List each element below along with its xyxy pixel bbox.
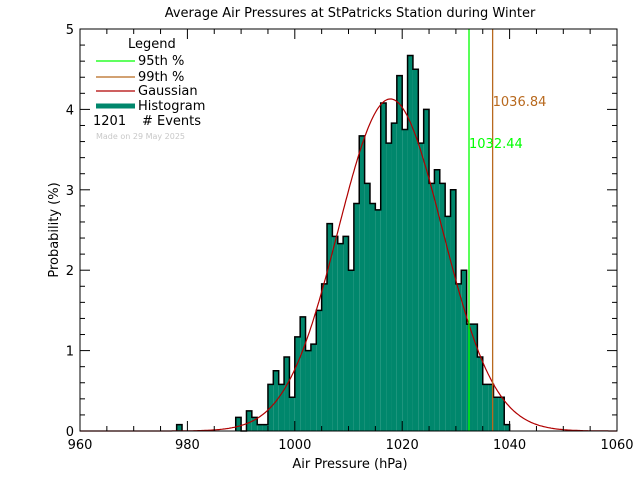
histogram-bar: [369, 203, 376, 431]
y-axis-label: Probability (%): [47, 182, 62, 277]
histogram-bar: [498, 397, 505, 431]
histogram-bar: [380, 102, 387, 431]
histogram-bar: [375, 209, 381, 431]
legend-label-histogram: Histogram: [138, 99, 205, 114]
histogram-bar: [504, 424, 510, 431]
histogram-bar: [337, 243, 344, 431]
histogram: [176, 55, 510, 432]
histogram-bar: [235, 417, 242, 431]
legend: Legend 95th % 99th % Gaussian Histogram …: [93, 37, 205, 141]
histogram-bar: [300, 316, 306, 431]
histogram-bar: [262, 424, 268, 431]
y-tick-label: 2: [66, 264, 74, 279]
histogram-bar: [461, 270, 467, 431]
histogram-bar: [305, 350, 311, 431]
histogram-outline: [175, 54, 511, 432]
histogram-bar: [359, 135, 365, 431]
histogram-bar: [294, 336, 301, 431]
x-tick-label: 1040: [493, 438, 526, 453]
histogram-bar: [257, 424, 263, 431]
x-tick-label: 980: [175, 438, 200, 453]
histogram-bar: [391, 123, 397, 432]
histogram-bar: [488, 384, 494, 431]
y-tick-label: 3: [66, 184, 74, 199]
histogram-bar: [477, 357, 483, 431]
y-tick-label: 0: [66, 425, 74, 440]
y-tick-label: 4: [66, 103, 74, 118]
histogram-bar: [353, 203, 360, 431]
made-on-note: Made on 29 May 2025: [96, 132, 185, 141]
histogram-bar: [278, 384, 285, 431]
x-tick-label: 1060: [600, 438, 633, 453]
histogram-bar: [316, 310, 322, 431]
legend-title: Legend: [128, 37, 176, 52]
histogram-bar: [450, 189, 456, 431]
y-tick-label: 1: [66, 345, 74, 360]
x-axis-label: Air Pressure (hPa): [292, 457, 407, 472]
histogram-bar: [246, 410, 252, 431]
histogram-bar: [176, 424, 183, 431]
histogram-bar: [472, 324, 478, 431]
histogram-bar: [434, 169, 440, 431]
histogram-bar: [332, 236, 338, 431]
chart-title: Average Air Pressures at StPatricks Stat…: [165, 6, 536, 21]
histogram-bar: [310, 344, 317, 431]
event-count: 1201: [93, 114, 126, 129]
x-tick-label: 960: [68, 438, 93, 453]
histogram-bar: [402, 129, 408, 431]
histogram-bar: [418, 143, 424, 431]
y-tick-labels: 0 1 2 3 4 5: [66, 23, 74, 440]
histogram-bar: [407, 55, 413, 431]
histogram-bar: [439, 183, 446, 431]
histogram-bar: [493, 397, 499, 431]
percentile-95-label: 1032.44: [469, 137, 523, 152]
x-tick-label: 1020: [386, 438, 419, 453]
axis-ticks: [79, 28, 618, 432]
legend-label-99th: 99th %: [138, 70, 184, 85]
histogram-bar: [429, 183, 435, 431]
histogram-bar: [348, 270, 354, 431]
histogram-bar: [412, 69, 419, 431]
y-tick-label: 5: [66, 23, 74, 38]
x-tick-labels: 960 980 1000 1020 1040 1060: [68, 438, 634, 453]
histogram-bar: [445, 216, 451, 431]
histogram-bar: [386, 143, 392, 431]
histogram-bar: [455, 283, 462, 431]
histogram-bar: [423, 109, 430, 432]
histogram-bar: [343, 236, 349, 431]
histogram-bar: [396, 75, 403, 431]
percentile-99-label: 1036.84: [493, 95, 547, 110]
x-tick-label: 1000: [278, 438, 311, 453]
histogram-bar: [482, 384, 489, 431]
histogram-bar: [364, 183, 370, 431]
event-count-label: # Events: [142, 114, 201, 129]
legend-label-95th: 95th %: [138, 54, 184, 69]
histogram-bar: [321, 283, 328, 431]
histogram-bar: [251, 417, 258, 431]
histogram-bar: [289, 397, 295, 431]
histogram-bar: [327, 223, 333, 431]
legend-label-gaussian: Gaussian: [138, 84, 198, 99]
histogram-bar: [284, 357, 290, 431]
